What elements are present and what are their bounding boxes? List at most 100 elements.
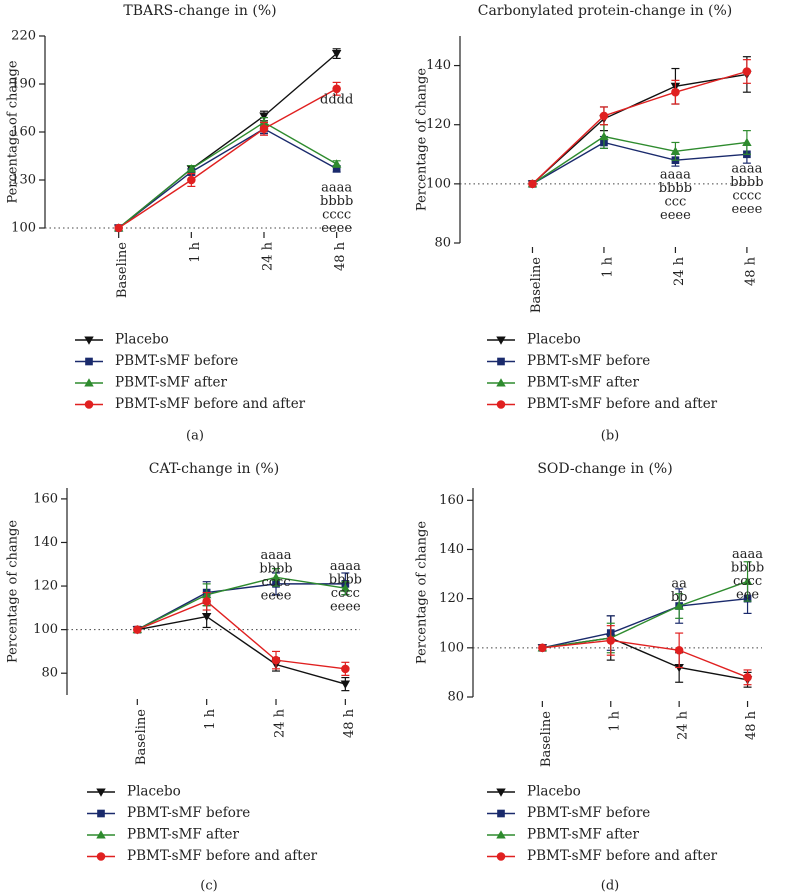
series-pbmt-smf-before [114,123,341,232]
chart-title: Carbonylated protein-change in (%) [478,3,733,19]
legend-item: PBMT-sMF after [487,375,640,391]
legend-marker [96,852,106,861]
annotation-text: eeee [261,589,292,604]
annotation-text: cccc [322,208,351,223]
series-pbmt-smf-before-and-after [528,59,752,189]
y-tick-label: 160 [33,491,58,506]
annotation-text: bbbb [320,194,353,209]
panel-label: (c) [200,879,217,894]
series-pbmt-smf-after [537,561,753,654]
data-point [259,112,269,121]
legend-marker [85,357,93,366]
chart-panel-4: SOD-change in (%) Percentage of change 80 1… [415,461,765,894]
y-tick-label: 140 [33,535,58,550]
chart-panel-1: TBARS-change in (%)Percentage of change1… [6,3,354,444]
series-placebo [537,615,753,688]
x-tick-label: Baseline [539,711,554,767]
legend-item: Placebo [75,332,169,348]
y-tick-label: 100 [426,176,451,191]
series-pbmt-smf-after [113,116,342,232]
x-tick-label: 24 h [676,710,691,740]
data-point [674,601,684,610]
series-line [532,73,748,185]
legend-marker [496,400,506,409]
annotation-text: aaaa [260,548,291,563]
annotation-text: aaaa [321,181,352,196]
series-line [118,127,337,229]
legend-item: PBMT-sMF before [487,805,650,821]
annotation-text: aaaa [330,559,361,574]
annotation-text: aaaa [732,547,763,562]
chart-panel-3: CAT-change in (%) Percentage of change 80 1… [6,461,362,894]
y-tick-label: 190 [11,77,36,92]
y-axis-label: Percentage of change [6,60,21,203]
series-line [136,583,346,631]
data-point [331,159,342,168]
panel-label: (d) [601,879,619,894]
annotation-text: ccc [665,194,687,209]
data-point [606,636,616,645]
legend-label: PBMT-sMF before and after [527,396,718,412]
series-line [118,88,337,229]
data-point [271,655,281,665]
annotation-text: bbbb [329,572,362,587]
data-point [674,646,684,655]
annotation-text: dddd [320,93,353,108]
data-point [186,164,197,173]
legend-label: PBMT-sMF after [127,827,240,843]
annotation-text: bbbb [731,560,764,575]
legend-marker [84,336,94,345]
data-point [259,124,269,134]
annotation-text: eee [736,587,759,602]
data-point [331,50,342,59]
series-pbmt-smf-before-and-after [538,625,752,686]
chart-panel-2: Carbonylated protein-change in (%) Percen… [415,3,764,444]
legend-label: Placebo [527,332,581,348]
legend-marker [496,788,506,797]
data-point [671,87,680,97]
chart-title: CAT-change in (%) [149,461,279,477]
x-tick-label: 24 h [260,241,275,271]
annotation-text: eeee [330,599,361,614]
x-tick-label: 48 h [333,241,348,271]
series-line [137,615,346,685]
legend-item: PBMT-sMF after [487,827,640,843]
annotation-text: aaaa [660,167,691,182]
legend-marker [84,400,94,409]
legend-label: PBMT-sMF before and after [127,848,318,864]
legend-marker [84,378,94,387]
y-axis-label: Percentage of change [415,68,430,211]
x-tick-label: Baseline [529,257,544,313]
data-point [340,680,351,689]
panel-label: (b) [601,429,619,444]
legend-label: PBMT-sMF after [527,827,640,843]
legend-marker [496,852,506,861]
data-point [187,175,196,185]
y-tick-label: 120 [439,591,464,606]
y-tick-label: 120 [33,579,58,594]
series-pbmt-smf-before-and-after [133,591,350,676]
data-point [670,146,681,155]
x-tick-label: 24 h [672,256,687,286]
annotation-text: aa [671,576,687,591]
legend-label: PBMT-sMF before and after [527,848,718,864]
y-axis-label: Percentage of change [415,521,430,664]
series-placebo [527,56,752,189]
data-point [742,576,753,585]
legend-label: PBMT-sMF after [527,375,640,391]
legend-item: PBMT-sMF after [87,827,240,843]
annotation-text: cccc [733,574,762,589]
annotation-text: aaaa [731,162,762,177]
annotation-text: eeee [732,202,763,217]
legend-item: PBMT-sMF before and after [87,848,318,864]
legend-item: PBMT-sMF before [75,353,238,369]
x-tick-label: Baseline [115,242,130,298]
data-point [340,583,351,592]
annotation-text: bbbb [259,562,292,577]
annotation-text: bbbb [659,181,692,196]
legend-label: PBMT-sMF before [127,805,250,821]
legend-item: PBMT-sMF before and after [487,848,718,864]
legend-marker [97,809,105,818]
x-tick-label: 48 h [744,710,759,740]
y-tick-label: 100 [11,221,36,236]
